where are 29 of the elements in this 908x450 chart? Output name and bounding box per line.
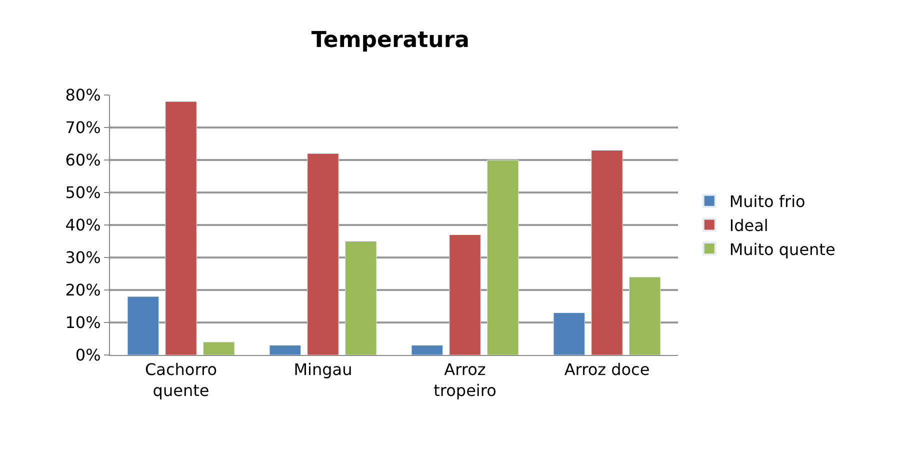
- y-tick-label: 50%: [65, 183, 101, 202]
- legend-label: Ideal: [729, 216, 768, 235]
- y-tick-label: 40%: [65, 216, 101, 235]
- bar: [269, 345, 301, 355]
- bar: [127, 296, 159, 355]
- bar: [345, 241, 377, 355]
- bar: [487, 160, 519, 355]
- y-tick-label: 20%: [65, 280, 101, 300]
- x-tick-label: Mingau: [294, 360, 352, 380]
- bar: [553, 312, 585, 355]
- bar: [411, 345, 443, 355]
- x-tick-label: Arroz tropeiro: [434, 360, 496, 400]
- x-tick-label: Arroz doce: [564, 360, 650, 380]
- bar: [165, 101, 197, 355]
- y-tick-label: 70%: [65, 118, 101, 138]
- y-tick-label: 30%: [65, 248, 101, 268]
- legend-label: Muito frio: [729, 192, 806, 212]
- bar: [591, 150, 623, 355]
- bar: [203, 342, 235, 355]
- y-tick-label: 10%: [65, 313, 101, 332]
- legend-label: Muito quente: [729, 240, 836, 259]
- x-tick-label: Cachorro quente: [144, 360, 218, 400]
- bar: [307, 153, 339, 355]
- y-tick-label: 0%: [75, 346, 101, 365]
- bar: [449, 234, 481, 355]
- y-tick-label: 80%: [65, 86, 101, 105]
- y-tick-label: 60%: [65, 150, 101, 170]
- bar: [629, 276, 661, 355]
- chart-title: Temperatura: [311, 28, 470, 53]
